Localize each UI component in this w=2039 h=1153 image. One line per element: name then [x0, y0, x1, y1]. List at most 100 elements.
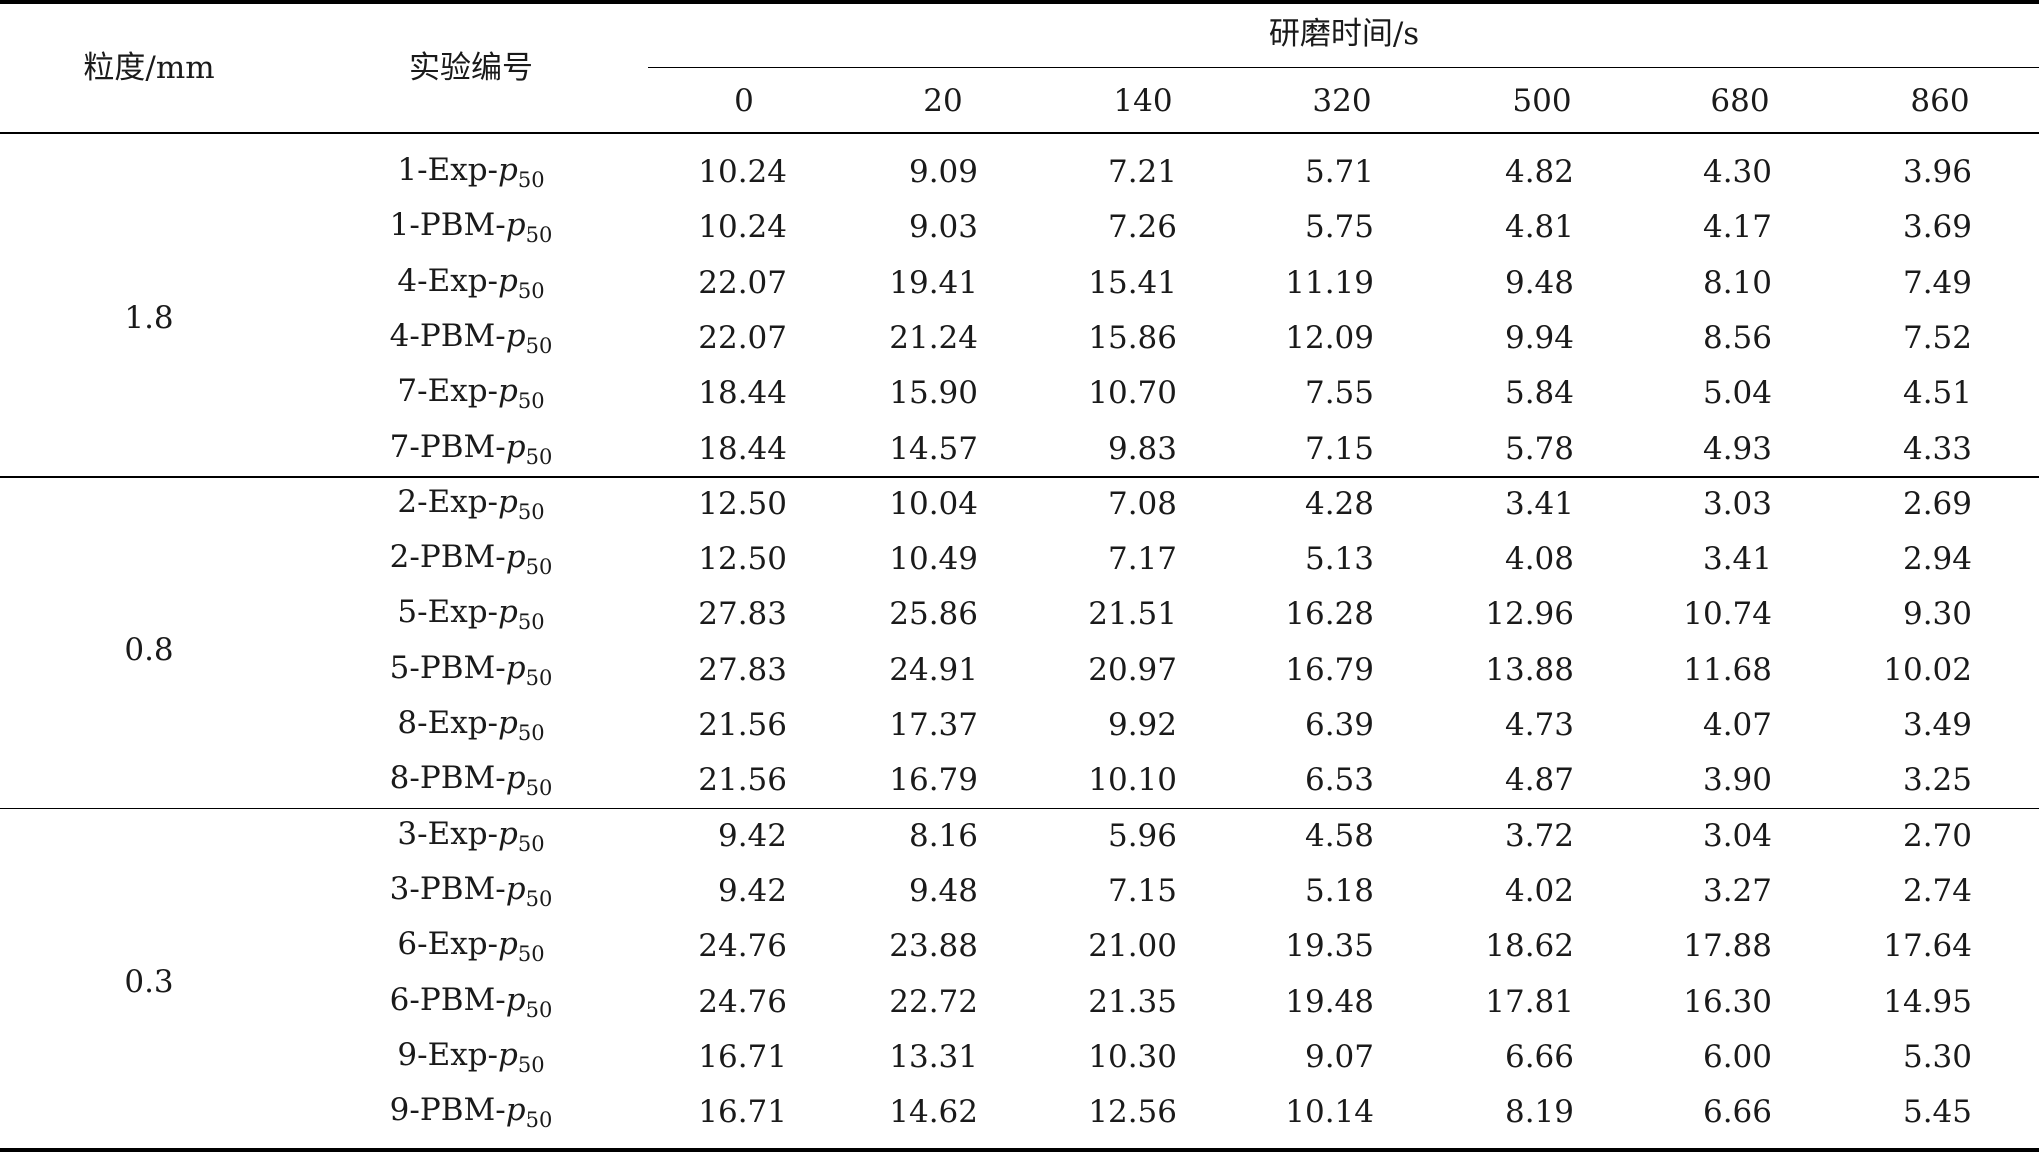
value-cell: 10.02	[1883, 651, 1972, 688]
experiment-id: 2-Exp-	[397, 483, 499, 520]
experiment-label: 9-PBM-p50	[390, 1090, 553, 1133]
value-cell: 9.83	[1107, 430, 1177, 467]
experiment-id: 4-Exp-	[397, 262, 499, 299]
value-cell: 17.81	[1485, 983, 1574, 1020]
experiment-label: 6-PBM-p50	[389, 980, 553, 1022]
value-cell: 8.56	[1702, 319, 1772, 356]
bottom-rule	[0, 1148, 2039, 1152]
experiment-id: 5-PBM-	[389, 649, 506, 686]
value-cell: 3.49	[1902, 707, 1972, 743]
experiment-label: 2-Exp-p50	[397, 482, 545, 524]
value-cell: 7.08	[1107, 485, 1177, 522]
value-cell: 5.84	[1504, 375, 1574, 412]
value-cell: 9.48	[908, 872, 978, 909]
value-cell: 21.00	[1088, 928, 1177, 965]
experiment-label: 5-Exp-p50	[397, 592, 544, 633]
value-cell: 2.70	[1902, 817, 1972, 854]
grinding-time-header: 研磨时间/s	[1268, 16, 1420, 52]
value-cell: 20.97	[1088, 651, 1177, 688]
time-header: 500	[1512, 83, 1572, 119]
value-cell: 27.83	[698, 651, 787, 688]
value-cell: 8.19	[1504, 1094, 1574, 1131]
value-cell: 10.49	[889, 541, 978, 578]
variable-symbol: p	[505, 539, 526, 576]
value-cell: 6.66	[1702, 1094, 1772, 1131]
value-cell: 24.76	[698, 983, 787, 1020]
value-cell: 4.93	[1702, 430, 1772, 467]
value-cell: 12.09	[1285, 319, 1374, 356]
experiment-label: 6-Exp-p50	[397, 924, 544, 965]
value-cell: 10.30	[1088, 1038, 1177, 1075]
value-cell: 21.56	[698, 762, 787, 799]
variable-symbol: p	[505, 870, 526, 907]
value-cell: 24.76	[698, 928, 787, 965]
variable-symbol: p	[498, 1036, 518, 1073]
variable-subscript: 50	[525, 886, 553, 911]
group-divider	[0, 808, 2039, 809]
value-cell: 6.00	[1702, 1038, 1772, 1075]
value-cell: 16.79	[889, 762, 978, 799]
value-cell: 17.64	[1883, 928, 1972, 965]
value-cell: 16.79	[1285, 651, 1374, 688]
value-cell: 3.69	[1902, 209, 1972, 246]
value-cell: 3.03	[1702, 485, 1772, 522]
value-cell: 6.66	[1504, 1038, 1574, 1075]
value-cell: 15.90	[889, 375, 978, 412]
value-cell: 3.90	[1702, 762, 1772, 799]
value-cell: 14.62	[889, 1094, 978, 1131]
particle-size: 0.8	[124, 631, 174, 668]
variable-subscript: 50	[517, 499, 545, 524]
value-cell: 9.09	[908, 154, 978, 190]
value-cell: 18.62	[1485, 928, 1574, 965]
size-column-header: 粒度/mm	[83, 50, 215, 86]
variable-symbol: p	[498, 705, 518, 741]
value-cell: 4.58	[1304, 817, 1374, 854]
experiment-id: 8-Exp-	[397, 705, 499, 741]
experiment-label: 1-Exp-p50	[397, 150, 544, 191]
value-cell: 3.04	[1702, 817, 1772, 854]
value-cell: 10.24	[698, 209, 787, 246]
value-cell: 9.92	[1107, 707, 1177, 743]
value-cell: 12.56	[1088, 1094, 1177, 1131]
value-cell: 18.44	[698, 375, 787, 412]
value-cell: 23.88	[889, 928, 978, 965]
value-cell: 7.26	[1107, 209, 1177, 246]
variable-subscript: 50	[525, 997, 553, 1022]
experiment-label: 9-Exp-p50	[397, 1035, 544, 1076]
value-cell: 3.25	[1902, 762, 1972, 799]
value-cell: 7.15	[1107, 872, 1177, 909]
variable-subscript: 50	[525, 333, 553, 358]
value-cell: 12.96	[1485, 596, 1574, 633]
value-cell: 16.30	[1683, 983, 1772, 1020]
value-cell: 18.44	[698, 430, 787, 467]
value-cell: 10.10	[1088, 762, 1177, 799]
value-cell: 8.16	[908, 817, 978, 854]
value-cell: 7.52	[1902, 319, 1972, 356]
value-cell: 14.95	[1883, 983, 1972, 1020]
experiment-id: 3-Exp-	[397, 815, 499, 852]
value-cell: 19.41	[889, 264, 978, 301]
variable-symbol: p	[498, 483, 518, 520]
value-cell: 5.13	[1304, 541, 1374, 578]
experiment-label: 5-PBM-p50	[389, 648, 553, 689]
variable-subscript: 50	[517, 389, 545, 414]
value-cell: 3.27	[1702, 872, 1772, 909]
experiment-id: 2-PBM-	[389, 539, 506, 576]
experiment-label: 3-PBM-p50	[390, 869, 553, 911]
experiment-label: 4-Exp-p50	[397, 261, 544, 302]
value-cell: 17.37	[889, 707, 978, 743]
value-cell: 4.07	[1702, 707, 1772, 743]
value-cell: 10.70	[1088, 375, 1177, 412]
value-cell: 4.08	[1504, 541, 1574, 578]
value-cell: 5.96	[1107, 817, 1177, 854]
time-header: 20	[923, 83, 963, 119]
variable-subscript: 50	[525, 444, 553, 469]
value-cell: 21.35	[1088, 983, 1177, 1020]
variable-subscript: 50	[525, 1108, 553, 1133]
experiment-column-header: 实验编号	[409, 50, 533, 86]
value-cell: 22.07	[698, 319, 787, 356]
value-cell: 5.75	[1304, 209, 1374, 246]
experiment-id: 6-PBM-	[389, 981, 506, 1018]
variable-symbol: p	[498, 373, 518, 410]
value-cell: 13.88	[1485, 651, 1574, 688]
